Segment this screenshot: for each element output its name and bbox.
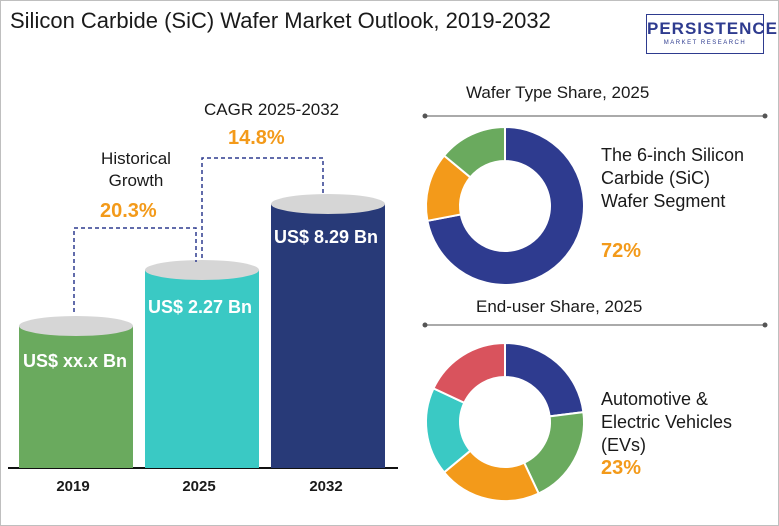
wafer-type-donut: [422, 113, 768, 286]
wafer-type-rule-dot-left: [422, 113, 428, 119]
cagr-label: CAGR 2025-2032: [204, 100, 340, 119]
end-user-highlight-label: Automotive & Electric Vehicles (EVs): [601, 389, 733, 455]
x-tick-2025: 2025: [182, 478, 216, 495]
historical-growth-label: Historical Growth: [101, 149, 171, 190]
end-user-highlight-value: 23%: [601, 457, 642, 479]
bar-2019: [19, 326, 133, 468]
historical-connector: [73, 227, 197, 312]
bar-cap-2025: [145, 260, 259, 280]
bar-value-label-2019: US$ xx.x Bn: [22, 351, 128, 371]
bar-value-label-2032: US$ 8.29 Bn: [273, 227, 379, 247]
historical-growth-value: 20.3%: [100, 200, 157, 222]
wafer-type-highlight-value: 72%: [601, 240, 642, 262]
end-user-donut: [422, 322, 768, 502]
wafer-type-highlight-label: The 6-inch Silicon Carbide (SiC) Wafer S…: [601, 145, 745, 211]
cagr-value: 14.8%: [228, 127, 285, 149]
end-user-slice-4: [432, 341, 506, 405]
bar-cap-2032: [271, 194, 385, 214]
cagr-connector: [201, 157, 324, 258]
end-user-title: End-user Share, 2025: [470, 297, 649, 317]
end-user-rule-dot-left: [422, 322, 428, 328]
end-user-slice-0: [504, 341, 585, 418]
bar-cap-2019: [19, 316, 133, 336]
x-tick-2019: 2019: [56, 478, 90, 495]
wafer-type-slice-2: [442, 125, 506, 179]
bar-2032: [271, 204, 385, 468]
bar-chart: [8, 157, 398, 469]
wafer-type-title: Wafer Type Share, 2025: [460, 83, 656, 103]
bar-2025: [145, 270, 259, 468]
wafer-type-rule-dot-right: [762, 113, 768, 119]
bar-value-label-2025: US$ 2.27 Bn: [147, 297, 253, 317]
x-tick-2032: 2032: [309, 478, 343, 495]
page-title: Silicon Carbide (SiC) Wafer Market Outlo…: [10, 8, 551, 33]
end-user-rule-dot-right: [762, 322, 768, 328]
wafer-type-slice-0: [426, 125, 585, 286]
brand-logo: PERSISTENCE MARKET RESEARCH: [646, 14, 778, 54]
logo-subtext: MARKET RESEARCH: [663, 40, 747, 46]
logo-text: PERSISTENCE: [647, 19, 778, 38]
